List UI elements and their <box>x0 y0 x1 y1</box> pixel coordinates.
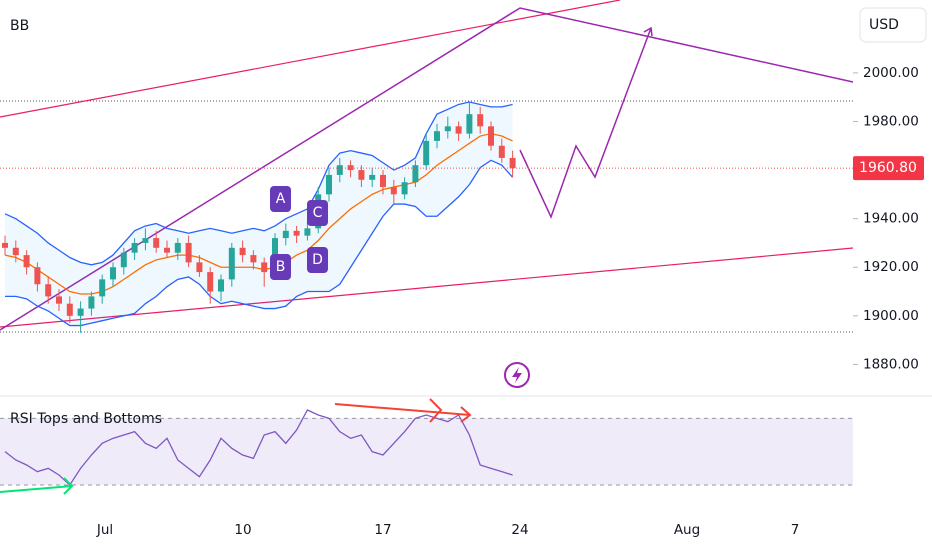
divergence-arrow <box>429 398 443 423</box>
candle-body <box>444 126 451 132</box>
divergence-arrow <box>334 403 471 416</box>
candle-body <box>401 182 408 195</box>
candle-body <box>207 272 214 292</box>
y-tick-label: 1900.00 <box>863 308 919 324</box>
pattern-box <box>307 247 328 273</box>
pattern-label: B <box>276 259 286 275</box>
last-price-label: 1960.80 <box>859 160 917 176</box>
candle-body <box>77 308 84 316</box>
pattern-box <box>270 186 291 212</box>
projection-arrow <box>643 26 653 37</box>
y-tick-label: 1940.00 <box>863 211 919 227</box>
candle-body <box>282 230 289 239</box>
candle-body <box>88 296 95 309</box>
bb-middle <box>4 132 513 295</box>
event-icon-glyph <box>512 367 522 383</box>
candle-body <box>336 165 343 175</box>
bb-fill <box>5 102 513 326</box>
bb-upper <box>4 101 513 266</box>
candle-body <box>477 114 484 127</box>
pattern-label: D <box>312 252 323 268</box>
candle-body <box>455 126 462 134</box>
candle-body <box>142 238 149 243</box>
candle-body <box>326 174 332 195</box>
candle-body <box>34 267 41 285</box>
trend-line <box>0 7 854 331</box>
candle-body <box>185 242 192 263</box>
rsi-line <box>4 409 513 487</box>
candle-body <box>2 242 8 248</box>
y-tick-label: 1880.00 <box>863 356 919 372</box>
candle-body <box>99 279 106 297</box>
divergence-arrow <box>0 485 73 493</box>
bb-lower <box>5 159 514 327</box>
candle-body <box>120 252 127 268</box>
pattern-box <box>307 200 328 226</box>
indicator-title: RSI Tops and Bottoms <box>10 411 162 427</box>
x-tick-label: 24 <box>511 522 528 538</box>
pattern-label: A <box>276 191 286 207</box>
x-tick-label: 10 <box>234 522 251 538</box>
candle-body <box>66 303 73 316</box>
last-price-box <box>853 156 924 181</box>
y-tick-label: 1920.00 <box>863 259 919 275</box>
candle-body <box>390 187 397 195</box>
candle-body <box>488 126 494 146</box>
pattern-box <box>270 254 291 280</box>
x-tick-label: 17 <box>374 522 391 538</box>
divergence-arrow <box>63 477 74 495</box>
candle-body <box>293 230 300 236</box>
candle-body <box>347 165 354 171</box>
x-tick-label: Jul <box>96 522 113 538</box>
candle-body <box>304 228 311 236</box>
channel-line <box>0 0 621 118</box>
channel-line <box>0 247 854 328</box>
candle-body <box>261 262 268 273</box>
candle-body <box>153 238 160 248</box>
candle-body <box>434 131 440 141</box>
candle-body <box>23 255 30 268</box>
candle-body <box>228 247 235 280</box>
candle-body <box>466 114 473 134</box>
candle-body <box>45 284 52 297</box>
candle-body <box>218 279 224 292</box>
y-tick-label: 1980.00 <box>863 113 919 129</box>
candle-body <box>358 170 365 180</box>
candle-body <box>498 145 505 158</box>
candle-body <box>239 247 246 256</box>
divergence-arrow <box>460 406 472 423</box>
candle-body <box>164 247 170 253</box>
candle-body <box>380 174 386 188</box>
chart-title: BB <box>10 18 29 34</box>
candle-body <box>369 174 376 180</box>
candle-body <box>423 140 430 166</box>
candle-body <box>509 157 516 169</box>
candle-body <box>412 165 419 183</box>
candle-body <box>56 296 62 304</box>
projection-path <box>519 27 652 219</box>
currency-label: USD <box>869 17 899 33</box>
rsi-band <box>0 418 853 485</box>
candle-body <box>131 242 138 253</box>
x-tick-label: Aug <box>674 522 700 538</box>
candle-body <box>12 247 19 256</box>
x-tick-label: 7 <box>791 522 800 538</box>
candle-body <box>110 267 116 280</box>
candle-body <box>174 242 181 253</box>
candle-body <box>250 255 257 263</box>
currency-button[interactable] <box>859 7 927 43</box>
candle-body <box>196 262 203 273</box>
y-tick-label: 2000.00 <box>863 65 919 81</box>
pattern-label: C <box>313 205 323 221</box>
